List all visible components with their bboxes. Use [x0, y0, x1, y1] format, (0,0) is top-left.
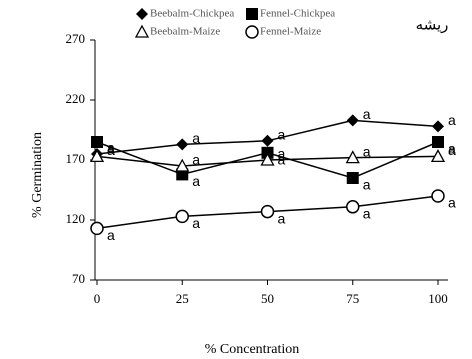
- data-label: a: [278, 146, 286, 162]
- data-label: a: [363, 143, 371, 159]
- marker: [431, 189, 445, 203]
- x-tick-label: 100: [428, 291, 448, 306]
- data-label: a: [448, 195, 456, 211]
- data-label: a: [363, 177, 371, 193]
- data-label: a: [192, 130, 200, 146]
- y-tick-label: 70: [72, 271, 85, 286]
- legend-label: Beebalm-Chickpea: [150, 8, 234, 20]
- marker: [176, 138, 189, 151]
- marker: [175, 158, 190, 172]
- data-label: a: [107, 141, 115, 157]
- data-label: a: [278, 210, 286, 226]
- marker: [260, 152, 275, 166]
- marker: [346, 114, 359, 127]
- x-tick-label: 25: [176, 291, 189, 306]
- marker: [345, 150, 360, 164]
- chart-title: ريشه: [416, 17, 449, 33]
- x-axis-label: % Concentration: [205, 342, 299, 357]
- marker: [90, 221, 104, 236]
- x-tick-label: 50: [261, 291, 274, 306]
- marker: [346, 172, 359, 184]
- marker: [91, 136, 103, 148]
- legend-label: Fennel-Maize: [260, 26, 321, 38]
- legend-marker: [136, 8, 148, 20]
- y-tick-label: 270: [66, 31, 86, 46]
- legend-marker: [134, 24, 150, 38]
- data-label: a: [363, 206, 371, 222]
- data-label: a: [192, 215, 200, 231]
- legend-label: Fennel-Chickpea: [260, 8, 335, 20]
- marker: [260, 204, 275, 219]
- legend-marker: [245, 25, 259, 39]
- data-label: a: [278, 127, 286, 143]
- y-tick-label: 120: [66, 211, 86, 226]
- y-axis-label: % Germination: [30, 132, 45, 218]
- data-label: a: [107, 227, 115, 243]
- legend-marker: [246, 8, 258, 20]
- marker: [432, 120, 444, 133]
- y-tick-label: 170: [66, 151, 86, 166]
- data-label: a: [448, 112, 456, 128]
- y-tick-label: 220: [66, 91, 86, 106]
- data-label: a: [192, 173, 200, 189]
- data-label: a: [448, 142, 456, 158]
- marker: [89, 149, 105, 163]
- marker: [261, 134, 274, 147]
- legend-label: Beebalm-Maize: [150, 26, 220, 38]
- marker: [346, 200, 360, 214]
- data-label: a: [107, 142, 115, 158]
- marker: [430, 149, 446, 163]
- x-tick-label: 75: [346, 291, 359, 306]
- data-label: a: [363, 106, 371, 122]
- x-tick-label: 0: [94, 291, 101, 306]
- data-label: a: [192, 152, 200, 168]
- data-label: a: [448, 141, 456, 157]
- marker: [175, 209, 189, 224]
- marker: [432, 136, 444, 148]
